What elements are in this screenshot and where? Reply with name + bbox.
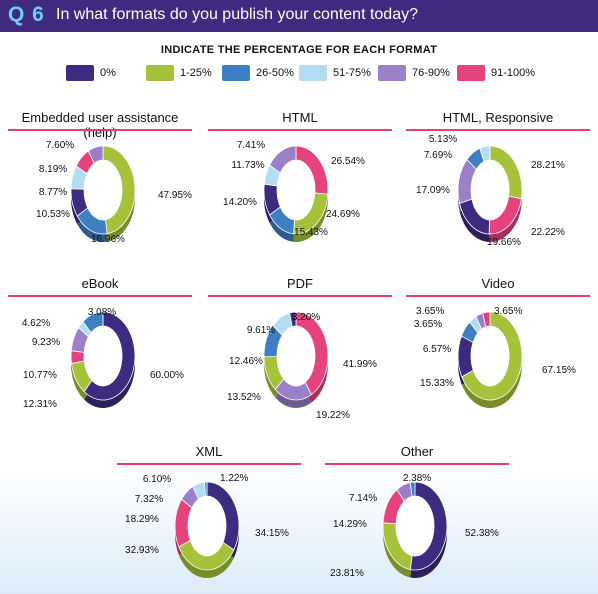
data-label: 16.96% bbox=[91, 234, 125, 245]
data-label: 9.23% bbox=[32, 337, 60, 348]
data-label: 7.32% bbox=[135, 494, 163, 505]
panel-title: Embedded user assistance (help) bbox=[21, 110, 179, 140]
chart-panel-other: Other 52.38% 23.81% 2.38% 7.14% 14.29% bbox=[325, 444, 509, 592]
legend-label: 76-90% bbox=[412, 67, 450, 79]
data-label: 18.29% bbox=[125, 514, 159, 525]
data-label: 32.93% bbox=[125, 545, 159, 556]
data-label: 3.65% bbox=[414, 319, 442, 330]
legend-label: 91-100% bbox=[491, 67, 536, 79]
legend: 0% 1-25% 26-50% 51-75% 76-90% 91-100% bbox=[0, 65, 598, 81]
data-label: 3.65% bbox=[416, 306, 444, 317]
donut-chart-other: 52.38% 23.81% 2.38% 7.14% 14.29% bbox=[330, 473, 499, 579]
data-label: 8.77% bbox=[39, 187, 67, 198]
question-text: In what formats do you publish your cont… bbox=[56, 6, 418, 23]
data-label: 12.31% bbox=[23, 399, 57, 410]
panel-divider bbox=[208, 129, 392, 131]
data-label: 3.08% bbox=[88, 307, 116, 318]
chart-panel-xml: XML 34.15% 32.93% 1.22% 6.10% 7.32% 18.29% bbox=[117, 444, 301, 592]
chart-panel-ebook: eBook 60.00% 12.31% 10.77% 3.08% 9.23% 4.62% bbox=[8, 276, 192, 426]
legend-swatch bbox=[299, 65, 327, 81]
data-label: 5.13% bbox=[429, 134, 457, 145]
data-label: 15.33% bbox=[420, 378, 454, 389]
panel-divider bbox=[8, 129, 192, 131]
legend-swatch bbox=[457, 65, 485, 81]
data-label: 7.41% bbox=[237, 140, 265, 151]
data-label: 9.61% bbox=[247, 325, 275, 336]
donut-chart-html-responsive: 19.66% 28.21% 7.69% 5.13% 17.09% 22.22% bbox=[416, 134, 565, 248]
chart-panel-pdf: PDF 3.20% 13.52% 12.46% 9.61% 19.22% 41.99% bbox=[208, 276, 392, 426]
donut-chart-ebook: 60.00% 12.31% 10.77% 3.08% 9.23% 4.62% bbox=[22, 307, 184, 410]
data-label: 26.54% bbox=[331, 156, 365, 167]
data-label: 7.14% bbox=[349, 493, 377, 504]
data-label: 3.20% bbox=[292, 312, 320, 323]
data-label: 17.09% bbox=[416, 185, 450, 196]
data-label: 34.15% bbox=[255, 528, 289, 539]
chart-panel-embedded-help: Embedded user assistance (help) 10.53% 47… bbox=[8, 110, 192, 260]
panel-divider bbox=[406, 129, 590, 131]
data-label: 13.52% bbox=[227, 392, 261, 403]
legend-label: 1-25% bbox=[180, 67, 212, 79]
panel-title: HTML bbox=[282, 110, 318, 125]
legend-swatch bbox=[146, 65, 174, 81]
data-label: 15.43% bbox=[294, 227, 328, 238]
donut-chart-pdf: 3.20% 13.52% 12.46% 9.61% 19.22% 41.99% bbox=[227, 311, 377, 421]
panel-divider bbox=[117, 463, 301, 465]
data-label: 12.46% bbox=[229, 356, 263, 367]
data-label: 22.22% bbox=[531, 227, 565, 238]
legend-label: 0% bbox=[100, 67, 116, 79]
panel-title: HTML, Responsive bbox=[442, 110, 554, 125]
data-label: 67.15% bbox=[542, 365, 576, 376]
data-label: 1.22% bbox=[220, 473, 248, 484]
data-label: 8.19% bbox=[39, 164, 67, 175]
donut-chart-video: 15.33% 67.15% 6.57% 3.65% 3.65% 3.65% bbox=[414, 306, 576, 408]
chart-subtitle: INDICATE THE PERCENTAGE FOR EACH FORMAT bbox=[160, 44, 438, 56]
data-label: 47.95% bbox=[158, 190, 192, 201]
data-label: 3.65% bbox=[494, 306, 522, 317]
panel-divider bbox=[208, 295, 392, 297]
panel-divider bbox=[8, 295, 192, 297]
data-label: 19.66% bbox=[487, 237, 521, 248]
data-label: 4.62% bbox=[22, 318, 50, 329]
panel-title: eBook bbox=[81, 276, 119, 291]
chart-panel-html-responsive: HTML, Responsive 19.66% 28.21% 7.69% 5.13% 1… bbox=[406, 110, 590, 260]
panel-divider bbox=[325, 463, 509, 465]
data-label: 11.73% bbox=[231, 160, 264, 171]
slice-91-100- bbox=[70, 350, 85, 364]
legend-swatch bbox=[378, 65, 406, 81]
header-bar: Q 6 In what formats do you publish your … bbox=[0, 0, 598, 32]
data-label: 6.57% bbox=[423, 344, 451, 355]
data-label: 23.81% bbox=[330, 568, 364, 579]
donut-chart-embedded-help: 10.53% 47.95% 16.96% 8.77% 7.60% 8.19% bbox=[36, 140, 192, 245]
data-label: 28.21% bbox=[531, 160, 565, 171]
data-label: 60.00% bbox=[150, 370, 184, 381]
panel-title: PDF bbox=[287, 276, 313, 291]
legend-label: 51-75% bbox=[333, 67, 371, 79]
data-label: 10.53% bbox=[36, 209, 70, 220]
donut-chart-html: 11.73% 24.69% 14.20% 7.41% 15.43% 26.54% bbox=[223, 140, 365, 242]
data-label: 52.38% bbox=[465, 528, 499, 539]
question-number: Q 6 bbox=[8, 3, 45, 26]
legend-swatch bbox=[222, 65, 250, 81]
panel-title: Video bbox=[481, 276, 515, 291]
legend-label: 26-50% bbox=[256, 67, 294, 79]
data-label: 2.38% bbox=[403, 473, 431, 484]
slice-0- bbox=[457, 335, 474, 378]
data-label: 19.22% bbox=[316, 410, 350, 421]
data-label: 6.10% bbox=[143, 474, 171, 485]
panel-divider bbox=[406, 295, 590, 297]
chart-panel-video: Video 15.33% 67.15% 6.57% 3.65% 3.65% 3.65% bbox=[406, 276, 590, 426]
data-label: 10.77% bbox=[23, 370, 57, 381]
data-label: 41.99% bbox=[343, 359, 377, 370]
legend-swatch bbox=[66, 65, 94, 81]
data-label: 7.69% bbox=[424, 150, 452, 161]
data-label: 7.60% bbox=[46, 140, 74, 151]
panel-title: Other bbox=[400, 444, 434, 459]
data-label: 14.20% bbox=[223, 197, 257, 208]
data-label: 14.29% bbox=[333, 519, 367, 530]
chart-panel-html: HTML 11.73% 24.69% 14.20% 7.41% 15.43% 26.54% bbox=[208, 110, 392, 260]
panel-title: XML bbox=[195, 444, 223, 459]
data-label: 24.69% bbox=[326, 209, 360, 220]
donut-chart-xml: 34.15% 32.93% 1.22% 6.10% 7.32% 18.29% bbox=[125, 473, 289, 578]
